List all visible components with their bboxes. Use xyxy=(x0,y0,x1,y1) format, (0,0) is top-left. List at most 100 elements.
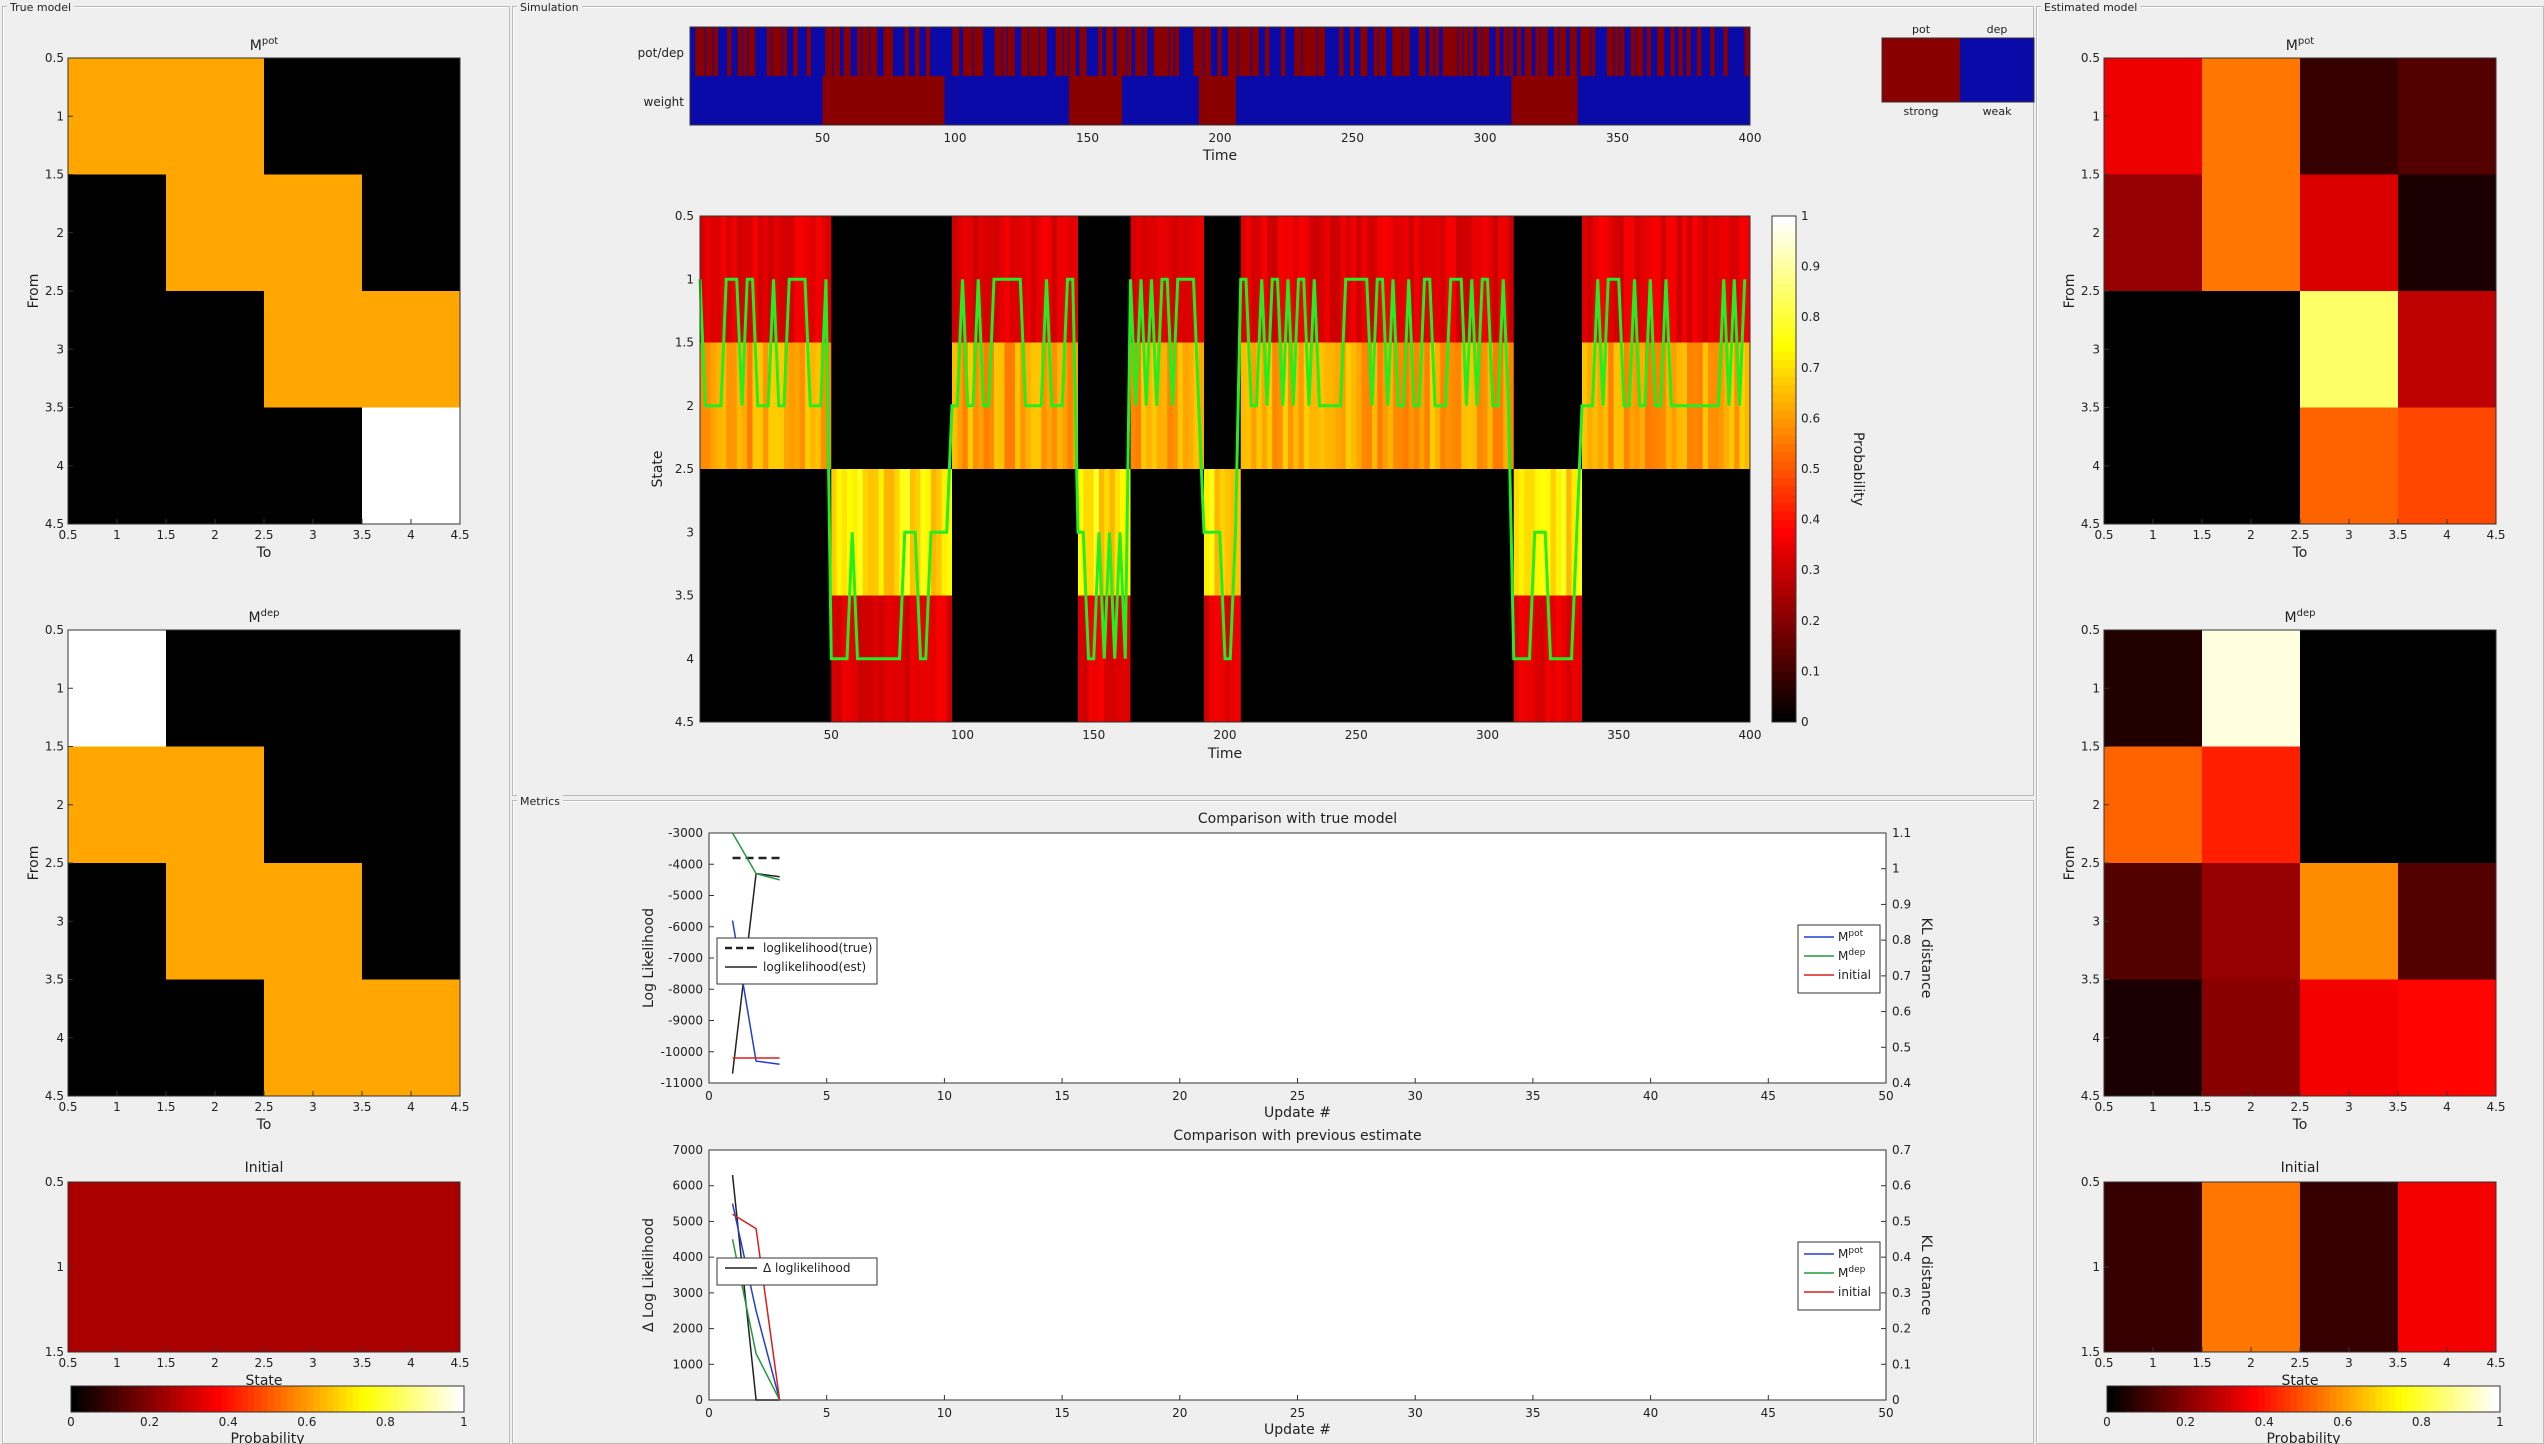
colorbar-swatch xyxy=(2146,1386,2154,1412)
potdep-event xyxy=(1379,27,1384,76)
state-prob-cell xyxy=(894,216,900,343)
state-prob-cell xyxy=(925,469,932,596)
colorbar-swatch xyxy=(254,1386,262,1412)
state-prob-cell xyxy=(1272,595,1278,723)
heatmap-cell xyxy=(2104,291,2203,408)
state-prob-cell xyxy=(1198,595,1205,723)
state-prob-cell xyxy=(1655,469,1662,596)
state-prob-cell xyxy=(1204,216,1210,343)
state-prob-cell xyxy=(789,469,795,596)
legend-entry: initial xyxy=(1838,968,1871,982)
state-prob-cell xyxy=(1734,469,1740,596)
state-prob-cell xyxy=(815,595,822,723)
state-prob-cell xyxy=(1587,216,1593,343)
colorbar-swatch xyxy=(1772,334,1796,343)
colorbar-tick-label: 0.6 xyxy=(297,1415,316,1429)
state-prob-cell xyxy=(1230,342,1236,470)
state-prob-cell xyxy=(736,595,743,723)
state-prob-cell xyxy=(757,595,764,723)
state-prob-cell xyxy=(847,342,853,470)
state-prob-cell xyxy=(1267,342,1273,470)
state-prob-cell xyxy=(1471,595,1478,723)
y-left-tick-label: -3000 xyxy=(668,826,703,840)
state-prob-cell xyxy=(1624,216,1630,343)
heatmap-cell xyxy=(166,58,265,175)
state-prob-cell xyxy=(1666,469,1672,596)
state-prob-cell xyxy=(1198,469,1205,596)
x-tick-label: 25 xyxy=(1290,1406,1305,1420)
state-prob-cell xyxy=(1214,595,1221,723)
potdep-event xyxy=(1569,27,1575,76)
heatmap-cell xyxy=(362,407,461,525)
state-prob-cell xyxy=(1251,216,1257,343)
state-prob-cell xyxy=(910,216,916,343)
potdep-event xyxy=(1450,27,1455,76)
legend-frame xyxy=(1881,37,2035,103)
y-right-tick-label: 0.5 xyxy=(1892,1040,1911,1054)
potdep-event xyxy=(1082,27,1087,76)
potdep-event xyxy=(1302,27,1307,76)
time-tick-label: 300 xyxy=(1474,131,1497,145)
potdep-event xyxy=(1524,27,1529,76)
state-prob-cell xyxy=(1498,595,1504,723)
time-tick-label: 150 xyxy=(1076,131,1099,145)
state-prob-cell xyxy=(1324,469,1331,596)
x-tick-label: 15 xyxy=(1054,1089,1069,1103)
potdep-event xyxy=(1535,27,1540,76)
heatmap-cell xyxy=(68,863,167,980)
colorbar-swatch xyxy=(1772,705,1796,715)
legend-entry: Δ loglikelihood xyxy=(763,1261,850,1275)
colorbar-swatch xyxy=(457,1386,465,1412)
state-prob-cell xyxy=(1041,469,1047,596)
weight-segment xyxy=(690,76,823,125)
state-prob-cell xyxy=(815,216,822,343)
state-prob-cell xyxy=(978,342,984,470)
x-tick-label: 2.5 xyxy=(2290,528,2309,542)
potdep-event xyxy=(1296,27,1302,76)
x-tick-label: 2.5 xyxy=(254,1356,273,1370)
state-prob-cell xyxy=(1230,216,1236,343)
state-prob-cell xyxy=(1319,469,1326,596)
y-tick-label: 2 xyxy=(2092,798,2100,812)
state-prob-cell xyxy=(1624,469,1630,596)
legend-weak xyxy=(1960,38,2034,102)
weight-segment xyxy=(978,76,1070,125)
x-tick-label: 20 xyxy=(1172,1089,1187,1103)
state-prob-cell xyxy=(1209,342,1215,470)
state-prob-cell xyxy=(1235,216,1242,343)
state-prob-cell xyxy=(1634,342,1641,470)
y-right-tick-label: 1 xyxy=(1892,862,1900,876)
colorbar-swatch xyxy=(2486,1386,2494,1412)
y-tick-label: 1 xyxy=(2092,681,2100,695)
state-prob-cell xyxy=(1576,595,1583,723)
potdep-event xyxy=(1217,27,1222,76)
state-prob-cell xyxy=(1135,342,1142,470)
state-prob-cell xyxy=(841,342,848,470)
state-prob-cell xyxy=(763,595,769,723)
state-prob-cell xyxy=(1366,342,1373,470)
colorbar-swatch xyxy=(2159,1386,2167,1412)
state-prob-cell xyxy=(920,342,927,470)
state-prob-cell xyxy=(1293,216,1299,343)
colorbar-swatch xyxy=(175,1386,183,1412)
potdep-event xyxy=(1198,27,1204,76)
potdep-event xyxy=(1543,27,1548,76)
chart-plot-area xyxy=(708,1149,1887,1401)
state-prob-cell xyxy=(1004,469,1011,596)
x-tick-label: 4.5 xyxy=(2486,528,2505,542)
state-prob-cell xyxy=(1519,342,1525,470)
colorbar-swatch xyxy=(1772,713,1796,723)
state-prob-cell xyxy=(1508,216,1515,343)
chart-title: Comparison with true model xyxy=(1198,811,1397,827)
potdep-event xyxy=(965,27,970,76)
state-prob-cell xyxy=(1482,469,1488,596)
colorbar-swatch xyxy=(1772,393,1796,403)
potdep-event xyxy=(1251,27,1257,76)
state-prob-cell xyxy=(1645,469,1651,596)
potdep-event xyxy=(1442,27,1447,76)
state-prob-cell xyxy=(1608,595,1614,723)
colorbar-swatch xyxy=(1772,241,1796,251)
state-prob-cell xyxy=(1498,469,1504,596)
state-prob-cell xyxy=(1282,342,1289,470)
state-prob-cell xyxy=(1345,469,1352,596)
